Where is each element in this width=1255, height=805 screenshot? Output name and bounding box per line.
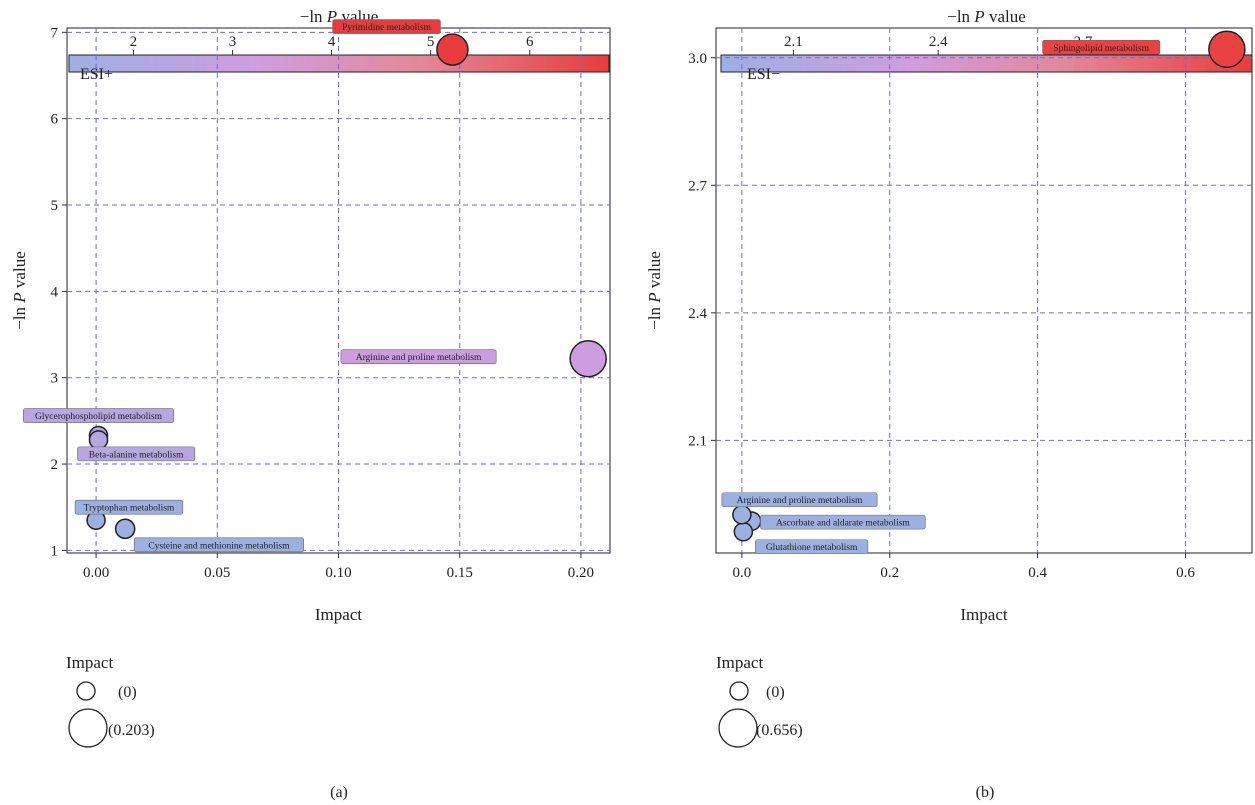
point-label-box bbox=[721, 492, 878, 508]
y-axis-label: −ln P value bbox=[10, 251, 29, 330]
point-label-box bbox=[755, 539, 869, 555]
point-label-box bbox=[760, 514, 926, 530]
x-tick-label: 0.0 bbox=[733, 565, 752, 581]
colorbar-tick-label: 2 bbox=[130, 34, 138, 50]
colorbar-title-italic: P bbox=[973, 7, 984, 26]
size-legend-large-circle bbox=[718, 708, 758, 748]
point-label: Sphingolipid metabolism bbox=[1053, 44, 1149, 54]
size-legend-small-circle bbox=[729, 681, 749, 701]
x-tick-label: 0.20 bbox=[568, 565, 594, 581]
y-tick-label: 2.7 bbox=[688, 178, 707, 194]
ion-mode-label: ESI+ bbox=[80, 66, 113, 83]
point-label: Glycerophospholipid metabolism bbox=[35, 412, 163, 422]
y-tick-label: 1 bbox=[51, 543, 59, 559]
y-tick-label: 3 bbox=[51, 371, 59, 387]
y-axis-label-suffix: value bbox=[10, 251, 29, 292]
point-label: Arginine and proline metabolism bbox=[737, 496, 863, 506]
point-label: Ascorbate and aldarate metabolism bbox=[776, 519, 910, 529]
colorbar-tick-label: 4 bbox=[328, 34, 336, 50]
data-point bbox=[732, 504, 752, 525]
ion-mode-label: ESI− bbox=[747, 66, 780, 83]
x-tick-label: 0.15 bbox=[447, 565, 473, 581]
x-axis-label: Impact bbox=[315, 605, 362, 624]
y-tick-label: 7 bbox=[51, 25, 59, 41]
y-axis-label-prefix: −ln bbox=[645, 303, 664, 330]
colorbar-tick-label: 2.1 bbox=[784, 34, 803, 50]
plot-frame bbox=[715, 27, 1253, 554]
y-axis-label-suffix: value bbox=[645, 251, 664, 292]
panel-label: (b) bbox=[976, 784, 995, 801]
point-label-box bbox=[332, 19, 441, 34]
y-axis-label-prefix: −ln bbox=[10, 303, 29, 330]
point-label-box bbox=[1042, 39, 1161, 55]
point-label-box bbox=[133, 537, 304, 553]
panel-label: (a) bbox=[330, 784, 348, 801]
colorbar-title: −ln P value bbox=[947, 7, 1026, 26]
point-label-box bbox=[74, 499, 184, 515]
y-tick-label: 2 bbox=[51, 457, 59, 473]
data-point bbox=[436, 33, 469, 66]
size-legend-max-label: (0.656) bbox=[756, 722, 803, 739]
point-label: Glutathione metabolism bbox=[766, 543, 858, 553]
panel-a: −ln P value 2 3 4 5 6 0.00 0.05 0.10 0.15 0.20 1 2 3 4… bbox=[10, 7, 611, 801]
data-point bbox=[114, 518, 136, 540]
y-axis-label-italic: P bbox=[645, 292, 664, 303]
colorbar-tick-label: 3 bbox=[229, 34, 237, 50]
data-point bbox=[1208, 30, 1246, 69]
x-tick-label: 0.05 bbox=[204, 565, 230, 581]
colorbar-title-italic: P bbox=[326, 7, 337, 26]
size-legend-title: Impact bbox=[716, 653, 763, 672]
data-point bbox=[733, 521, 754, 542]
x-tick-label: 0.10 bbox=[325, 565, 351, 581]
y-tick-label: 2.1 bbox=[688, 433, 707, 449]
point-label-box bbox=[340, 349, 497, 365]
size-legend-max-label: (0.203) bbox=[108, 722, 155, 739]
data-point bbox=[88, 430, 109, 450]
y-tick-label: 2.4 bbox=[688, 306, 707, 322]
x-tick-label: 0.00 bbox=[83, 565, 109, 581]
size-legend-title: Impact bbox=[66, 653, 113, 672]
x-tick-label: 0.6 bbox=[1176, 565, 1195, 581]
y-tick-label: 3.0 bbox=[688, 51, 707, 67]
colorbar-tick-label: 2.4 bbox=[929, 34, 948, 50]
y-axis-label: −ln P value bbox=[645, 251, 664, 330]
panel-b: −ln P value 2.1 2.4 2.7 3.0 0.0 0.2 0.4 0.6 2.1 2.… bbox=[645, 7, 1253, 801]
size-legend-small-circle bbox=[76, 681, 96, 701]
colorbar-title-prefix: −ln bbox=[947, 7, 974, 26]
size-legend-min-label: (0) bbox=[766, 684, 785, 701]
y-axis-label-italic: P bbox=[10, 292, 29, 303]
colorbar-title-prefix: −ln bbox=[300, 7, 327, 26]
colorbar-title-suffix: value bbox=[985, 7, 1026, 26]
colorbar-tick-label: 5 bbox=[427, 34, 435, 50]
y-tick-label: 5 bbox=[51, 198, 59, 214]
point-label: Arginine and proline metabolism bbox=[356, 353, 482, 363]
point-label: Cysteine and methionine metabolism bbox=[148, 541, 290, 551]
colorbar-tick-label: 6 bbox=[526, 34, 534, 50]
point-label: Tryptophan metabolism bbox=[84, 504, 175, 514]
size-legend-min-label: (0) bbox=[118, 684, 137, 701]
data-point bbox=[569, 339, 607, 378]
point-label-box bbox=[22, 408, 175, 423]
size-legend-large-circle bbox=[68, 708, 108, 748]
y-tick-label: 4 bbox=[51, 284, 59, 300]
x-tick-label: 0.2 bbox=[880, 565, 899, 581]
point-label-box bbox=[77, 446, 196, 462]
x-tick-label: 0.4 bbox=[1028, 565, 1047, 581]
point-label: Beta-alanine metabolism bbox=[89, 450, 184, 460]
x-axis-label: Impact bbox=[960, 605, 1007, 624]
point-label: Pyrimidine metabolism bbox=[342, 23, 432, 33]
y-tick-label: 6 bbox=[51, 112, 59, 128]
